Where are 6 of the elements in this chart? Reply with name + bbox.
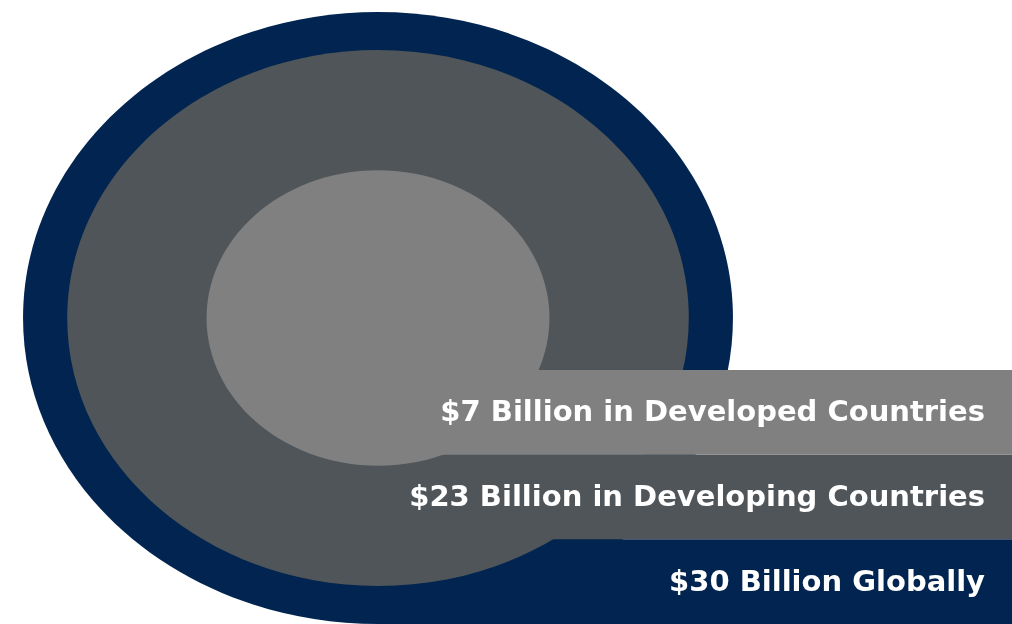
data-label: $7 Billion — [440, 394, 594, 429]
category-label: Globally — [852, 563, 986, 598]
category-label: in Developed Countries — [603, 394, 985, 429]
data-label: $30 Billion — [669, 563, 843, 598]
category-label: in Developing Countries — [592, 479, 985, 513]
data-label: $23 Billion — [409, 479, 583, 513]
